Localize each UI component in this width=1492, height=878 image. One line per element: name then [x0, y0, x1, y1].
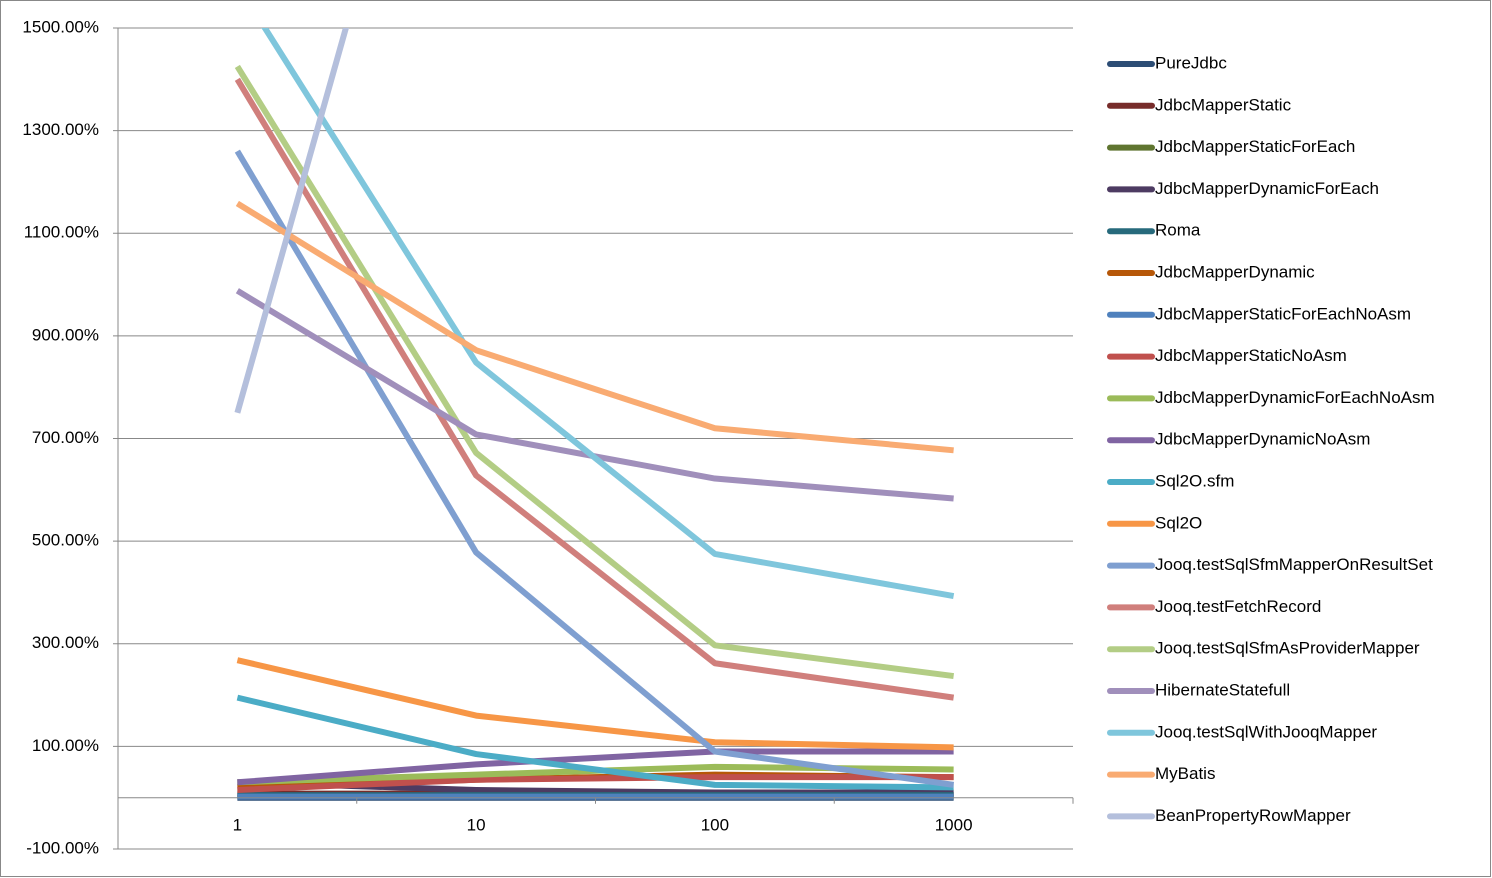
legend-label: Roma [1155, 221, 1201, 240]
series-line [237, 774, 954, 793]
y-tick-label: 100.00% [32, 736, 99, 755]
y-tick-label: -100.00% [26, 838, 99, 857]
legend-label: MyBatis [1155, 764, 1215, 783]
legend-label: Sql2O.sfm [1155, 471, 1234, 490]
series-line [236, 694, 954, 791]
legend-label: HibernateStatefull [1155, 680, 1290, 699]
legend-label: Sql2O [1155, 513, 1202, 532]
legend-label: Jooq.testSqlWithJooqMapper [1155, 722, 1377, 741]
legend: PureJdbc JdbcMapperStatic JdbcMapperStatic… [1107, 53, 1435, 825]
x-tick-label: 1 [233, 815, 242, 834]
grid [118, 27, 1073, 850]
y-tick-label: 300.00% [32, 633, 99, 652]
legend-label: JdbcMapperDynamicForEach [1155, 179, 1379, 198]
series-line [236, 657, 954, 751]
y-tick-label: 1300.00% [22, 120, 99, 139]
series-line [261, 28, 955, 599]
plot-lines [234, 28, 955, 801]
y-tick-label: 1500.00% [22, 17, 99, 36]
legend-label: JdbcMapperDynamicNoAsm [1155, 430, 1370, 449]
series-line [234, 149, 955, 788]
legend-label: PureJdbc [1155, 53, 1227, 72]
series-line [235, 288, 954, 502]
legend-label: JdbcMapperStaticForEachNoAsm [1155, 304, 1411, 323]
series-line [234, 28, 350, 414]
legend-label: Jooq.testFetchRecord [1155, 597, 1321, 616]
axes: -100.00% 100.00% 300.00% 500.00% 700.00% 900.… [22, 17, 1074, 857]
legend-label: JdbcMapperDynamic [1155, 262, 1315, 281]
legend-label: BeanPropertyRowMapper [1155, 806, 1351, 825]
x-tick-label: 1000 [935, 815, 973, 834]
x-tick-label: 100 [701, 815, 729, 834]
y-tick-label: 900.00% [32, 325, 99, 344]
y-tick-label: 500.00% [32, 531, 99, 550]
y-tick-label: 700.00% [32, 428, 99, 447]
legend-label: Jooq.testSqlSfmAsProviderMapper [1155, 639, 1420, 658]
series-line [234, 64, 955, 680]
series-line [237, 748, 954, 786]
legend-label: JdbcMapperStaticForEach [1155, 137, 1355, 156]
legend-label: Jooq.testSqlSfmMapperOnResultSet [1155, 555, 1433, 574]
series-line [235, 200, 954, 454]
x-tick-label: 10 [467, 815, 486, 834]
legend-label: JdbcMapperStatic [1155, 95, 1292, 114]
legend-label: JdbcMapperStaticNoAsm [1155, 346, 1347, 365]
legend-label: JdbcMapperDynamicForEachNoAsm [1155, 388, 1435, 407]
y-tick-label: 1100.00% [24, 223, 99, 242]
